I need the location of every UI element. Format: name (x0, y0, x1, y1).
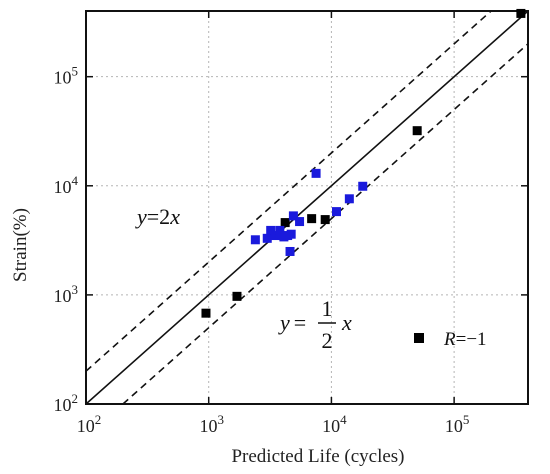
svg-text:x: x (341, 310, 352, 335)
x-axis-label: Predicted Life (cycles) (231, 446, 404, 467)
data-point-black (412, 126, 422, 136)
data-point-blue (344, 194, 354, 204)
svg-text:2: 2 (322, 328, 333, 353)
data-point-blue (286, 229, 296, 239)
legend: R=−1 (414, 329, 487, 350)
legend-label: R=−1 (443, 329, 487, 350)
data-point-blue (270, 231, 280, 241)
tick-label: 102 (77, 412, 102, 436)
tick-label: 104 (54, 173, 79, 197)
tick-label: 105 (445, 412, 470, 436)
tick-label: 103 (54, 282, 79, 306)
y-axis-label: Strain(%) (10, 208, 31, 282)
tick-label: 103 (199, 412, 224, 436)
data-point-blue (295, 217, 305, 227)
tick-label: 102 (54, 391, 79, 415)
data-point-blue (266, 225, 276, 235)
tick-label: 104 (322, 412, 347, 436)
plot-frame (85, 10, 529, 405)
data-point-black (232, 291, 242, 301)
svg-text:1: 1 (322, 296, 333, 321)
data-point-blue (358, 181, 368, 191)
data-point-black (516, 8, 526, 18)
annotation-y-half-x: y = 1 2 x (278, 296, 352, 353)
data-point-blue (311, 168, 321, 178)
legend-marker (414, 333, 424, 343)
data-point-black (280, 218, 290, 228)
annotation-y-2x: y=2x (135, 204, 180, 229)
reference-line-y-equals-x (85, 10, 529, 405)
data-points (201, 8, 526, 318)
tick-label: 105 (54, 64, 79, 88)
svg-text:y=: y = (278, 310, 306, 335)
data-point-blue (250, 235, 260, 245)
reference-line-y-equals-half-x (122, 43, 529, 405)
data-point-blue (275, 225, 285, 235)
reference-line-y-equals-2x (85, 10, 492, 372)
data-point-black (320, 215, 330, 225)
data-point-black (307, 214, 317, 224)
data-point-blue (288, 211, 298, 221)
data-point-blue (331, 207, 341, 217)
data-point-blue (285, 246, 295, 256)
reference-lines (85, 10, 529, 405)
axis-ticks: 102 103 104 105 102 103 104 105 (54, 11, 528, 436)
data-point-black (201, 308, 211, 318)
data-point-blue (262, 233, 272, 243)
